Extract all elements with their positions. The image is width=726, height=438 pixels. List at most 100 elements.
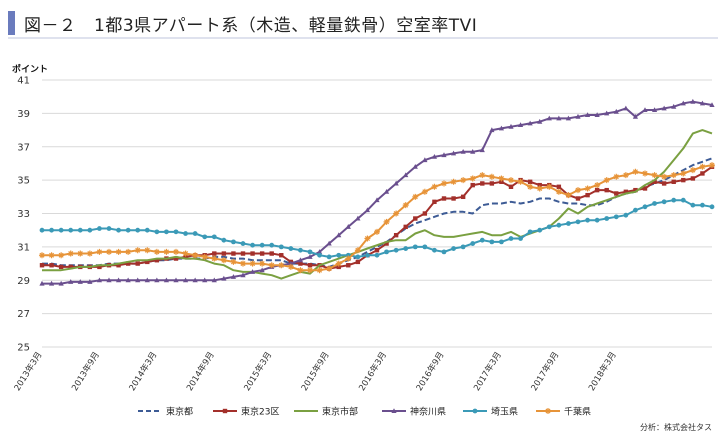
y-axis-ticks: 25 27 29 31 33 35 37 39 41 xyxy=(17,76,30,354)
data-point xyxy=(68,279,74,284)
data-point xyxy=(432,199,437,205)
data-point xyxy=(279,253,284,258)
data-point xyxy=(431,183,438,190)
data-point xyxy=(432,247,437,253)
data-point xyxy=(345,224,351,229)
data-point xyxy=(480,181,485,186)
data-point xyxy=(374,228,380,235)
data-point xyxy=(412,244,418,250)
data-point xyxy=(489,127,495,133)
data-point xyxy=(68,264,73,270)
data-point xyxy=(613,108,619,114)
data-point xyxy=(182,250,189,257)
series-4 xyxy=(39,197,715,260)
data-point xyxy=(613,173,620,180)
data-point xyxy=(336,252,342,258)
data-point xyxy=(594,182,601,189)
data-point xyxy=(355,215,361,221)
data-point xyxy=(49,227,54,233)
data-point xyxy=(346,263,351,268)
data-point xyxy=(259,267,265,273)
legend-marker xyxy=(545,408,551,414)
x-tick-label: 2017年9月 xyxy=(529,350,562,393)
data-point xyxy=(670,172,677,179)
series-2 xyxy=(42,129,713,280)
data-point xyxy=(68,227,74,233)
data-point xyxy=(489,181,495,186)
data-point xyxy=(393,247,399,253)
data-point xyxy=(48,252,55,259)
data-point xyxy=(288,246,294,251)
data-point xyxy=(508,184,514,189)
data-point xyxy=(527,120,533,126)
data-point xyxy=(183,231,188,236)
y-tick-label: 37 xyxy=(17,142,30,153)
data-point xyxy=(536,185,543,192)
data-point xyxy=(125,277,131,283)
data-point xyxy=(450,150,457,156)
data-point xyxy=(517,178,524,185)
data-point xyxy=(441,152,447,158)
data-point xyxy=(451,196,456,201)
data-point xyxy=(479,172,486,179)
data-point xyxy=(220,257,227,264)
data-point xyxy=(97,226,102,231)
series-line xyxy=(42,129,713,280)
data-point xyxy=(317,252,322,258)
data-point xyxy=(192,252,199,259)
data-point xyxy=(566,221,571,226)
legend-marker xyxy=(391,408,397,413)
data-point xyxy=(288,260,294,266)
data-point xyxy=(690,98,696,104)
data-point xyxy=(603,177,610,184)
data-point xyxy=(173,248,179,255)
data-point xyxy=(690,202,696,208)
data-point xyxy=(575,113,581,119)
data-point xyxy=(556,115,562,121)
data-point xyxy=(39,263,45,268)
data-point xyxy=(259,242,265,248)
data-point xyxy=(460,194,466,200)
data-point xyxy=(518,236,523,241)
data-point xyxy=(211,277,217,283)
data-point xyxy=(354,247,361,254)
data-point xyxy=(498,175,505,182)
data-point xyxy=(192,277,198,283)
data-point xyxy=(355,259,361,265)
data-point xyxy=(298,261,303,266)
data-point xyxy=(623,189,629,195)
data-point xyxy=(403,224,408,230)
data-point xyxy=(202,277,208,283)
legend-item: 千葉県 xyxy=(536,406,591,418)
data-point xyxy=(164,229,169,235)
data-point xyxy=(106,248,112,255)
data-point xyxy=(154,277,160,283)
data-point xyxy=(355,254,361,260)
data-point xyxy=(39,227,45,233)
data-point xyxy=(154,258,160,263)
data-point xyxy=(230,274,237,279)
data-point xyxy=(527,183,534,190)
legend-item: 東京23区 xyxy=(213,406,279,418)
data-point xyxy=(374,248,380,253)
data-point xyxy=(163,248,170,255)
data-point xyxy=(470,241,476,246)
data-point xyxy=(336,264,341,270)
data-point xyxy=(422,211,428,216)
x-tick-label: 2015年3月 xyxy=(242,350,275,393)
data-point xyxy=(441,249,447,255)
data-point xyxy=(307,267,313,274)
y-tick-label: 29 xyxy=(17,276,30,287)
data-point xyxy=(537,182,542,188)
data-point xyxy=(393,232,399,238)
data-point xyxy=(489,239,495,245)
data-point xyxy=(575,219,581,225)
data-point xyxy=(565,192,572,199)
data-point xyxy=(259,251,265,256)
data-point xyxy=(680,170,687,177)
data-point xyxy=(144,247,151,254)
data-point xyxy=(709,102,715,108)
title-accent-bar xyxy=(8,11,15,35)
data-point xyxy=(345,255,352,262)
data-point xyxy=(201,253,208,260)
